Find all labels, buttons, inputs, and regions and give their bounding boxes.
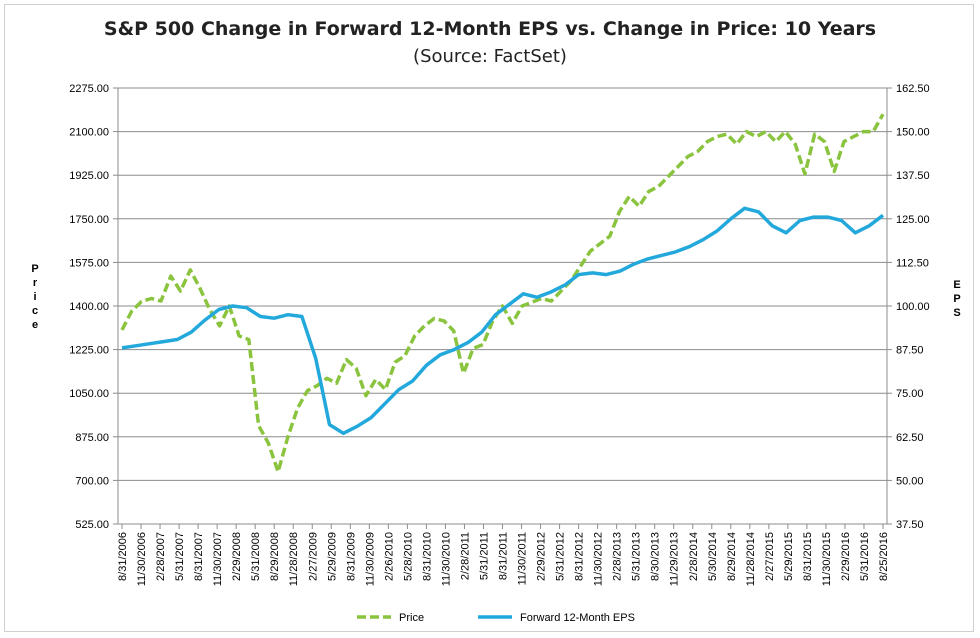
y-tick-label-right: 75.00 [896,388,924,400]
x-tick-label: 5/31/2016 [859,532,871,581]
x-tick-label: 11/28/2008 [288,532,300,586]
x-tick-label: 8/31/2009 [345,532,357,581]
x-tick-label: 8/30/2013 [650,532,662,581]
x-tick-label: 5/31/2011 [478,532,490,580]
y-tick-label-left: 1225.00 [69,345,109,357]
series-lines [120,113,885,474]
x-tick-label: 11/30/2009 [364,532,376,586]
y-tick-label-right: 150.00 [896,127,930,139]
x-tick-label: 2/29/2016 [840,532,852,581]
y-tick-label-left: 525.00 [75,519,109,531]
y-tick-label-right: 137.50 [896,170,930,182]
y-tick-label-left: 1050.00 [69,388,109,400]
x-tick-label: 2/28/2014 [688,532,700,581]
x-tick-label: 8/31/2015 [802,532,814,581]
x-tick-label: 2/26/2010 [383,532,395,581]
y-tick-label-left: 1575.00 [69,257,109,269]
axis-label-char: P [31,263,39,275]
y-tick-label-left: 875.00 [75,432,109,444]
legend: Price Forward 12-Month EPS [357,612,635,624]
x-tick-label: 2/28/2007 [155,532,167,581]
axes: 2275.00 162.50 2100.00 150.00 1925.00 137.50 1… [69,83,929,586]
x-tick-label: 11/29/2013 [669,532,681,586]
x-tick-label: 11/30/2006 [136,532,148,586]
x-tick-label: 8/29/2014 [726,532,738,581]
x-tick-label: 5/31/2007 [174,532,186,581]
x-tick-label: 5/31/2008 [250,532,262,581]
x-tick-label: 5/28/2010 [402,532,414,581]
gridlines [118,87,887,525]
y-tick-label-left: 1400.00 [69,301,109,313]
chart-title: S&P 500 Change in Forward 12-Month EPS v… [103,18,877,40]
x-tick-label: 11/30/2011 [517,532,529,585]
x-tick-label: 11/30/2010 [440,532,452,586]
y-tick-label-left: 700.00 [75,475,109,487]
y-tick-label-right: 112.50 [896,257,929,269]
y-tick-label-right: 62.50 [896,432,924,444]
x-tick-label: 8/31/2012 [574,532,586,581]
x-tick-label: 8/25/2016 [878,532,890,581]
x-tick-label: 2/28/2011 [459,532,471,580]
x-tick-label: 2/29/2012 [536,532,548,581]
legend-label: Price [399,612,424,624]
x-tick-label: 8/31/2007 [193,532,205,581]
x-tick-label: 5/31/2013 [631,532,643,581]
x-tick-label: 11/30/2012 [593,532,605,586]
legend-label: Forward 12-Month EPS [520,612,635,624]
axis-label-char: r [32,277,38,289]
series-eps-line [121,206,885,436]
x-tick-label: 8/31/2011 [498,532,510,580]
x-tick-label: 5/29/2015 [783,532,795,581]
chart-frame [4,4,974,632]
x-tick-label: 2/29/2008 [231,532,243,581]
axis-label-char: E [953,279,961,291]
x-tick-label: 8/29/2008 [269,532,281,581]
x-tick-label: 2/27/2009 [307,532,319,581]
y-tick-label-right: 37.50 [896,519,924,531]
y-tick-label-right: 50.00 [896,475,924,487]
x-tick-label: 8/31/2006 [117,532,129,581]
y-tick-label-left: 1925.00 [69,170,109,182]
y-tick-label-right: 125.00 [896,214,930,226]
x-tick-label: 2/27/2015 [764,532,776,581]
axis-label-char: i [33,291,37,303]
x-tick-label: 5/29/2009 [326,532,338,581]
y-tick-label-left: 2275.00 [69,83,109,95]
axis-label-char: c [31,305,39,317]
y-tick-label-right: 100.00 [896,301,930,313]
x-tick-label: 11/30/2015 [821,532,833,586]
x-tick-label: 11/28/2014 [745,532,757,586]
series-price-line [120,113,885,474]
axis-label-char: P [953,293,961,305]
chart-subtitle: (Source: FactSet) [413,46,567,67]
y-tick-label-right: 162.50 [896,83,930,95]
x-tick-label: 5/30/2014 [707,532,719,581]
x-tick-label: 2/28/2013 [612,532,624,581]
y-tick-label-right: 87.50 [896,345,924,357]
y-tick-label-left: 2100.00 [69,127,109,139]
y-tick-label-left: 1750.00 [69,214,109,226]
axis-label-char: e [31,319,39,331]
axis-label-char: S [953,307,961,319]
x-tick-label: 11/30/2007 [212,532,224,586]
x-tick-label: 8/31/2010 [421,532,433,581]
x-tick-label: 5/31/2012 [555,532,567,581]
